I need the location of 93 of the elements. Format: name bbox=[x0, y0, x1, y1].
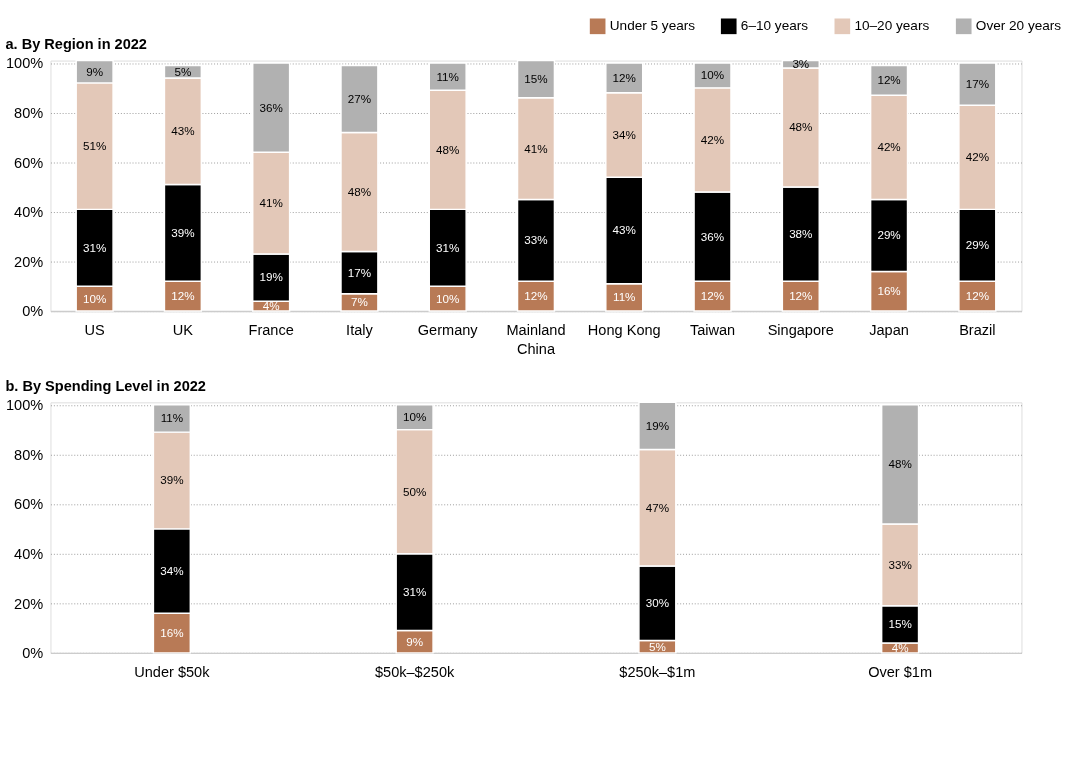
data-label: 36% bbox=[259, 100, 283, 114]
data-label: 27% bbox=[347, 91, 372, 105]
data-label: 10% bbox=[700, 68, 725, 82]
data-label: 5% bbox=[648, 639, 666, 653]
data-label: 48% bbox=[436, 142, 460, 156]
y-tick-label: 20% bbox=[14, 253, 44, 270]
data-label: 34% bbox=[160, 563, 184, 577]
data-label: 36% bbox=[700, 229, 725, 243]
data-label: 7% bbox=[351, 295, 368, 309]
data-label: 10% bbox=[402, 410, 427, 424]
data-label: 16% bbox=[877, 284, 901, 298]
data-label: 48% bbox=[888, 457, 912, 471]
data-label: 29% bbox=[965, 238, 989, 252]
data-label: 50% bbox=[402, 484, 427, 498]
data-label: 19% bbox=[259, 270, 283, 284]
y-tick-label: 60% bbox=[14, 496, 44, 513]
x-tick-label: US bbox=[84, 321, 106, 338]
data-label: 43% bbox=[612, 223, 636, 237]
x-tick-label: Germany bbox=[417, 321, 479, 338]
x-tick-label: Japan bbox=[869, 321, 909, 338]
chart-title: b. By Spending Level in 2022 bbox=[5, 378, 206, 395]
data-label: 17% bbox=[347, 265, 372, 279]
legend-label: Over 20 years bbox=[975, 18, 1062, 34]
x-tick-label: Taiwan bbox=[689, 321, 736, 338]
legend-label: 10–20 years bbox=[854, 18, 930, 34]
data-label: 29% bbox=[877, 228, 901, 242]
data-label: 12% bbox=[965, 289, 989, 303]
data-label: 12% bbox=[700, 289, 725, 303]
data-label: 30% bbox=[645, 596, 670, 610]
x-tick-label: Italy bbox=[346, 321, 374, 338]
x-tick-label: Under $50k bbox=[134, 663, 211, 680]
data-label: 33% bbox=[524, 233, 548, 247]
data-label: 10% bbox=[82, 291, 107, 305]
data-label: 9% bbox=[406, 634, 424, 648]
data-label: 42% bbox=[877, 140, 901, 154]
data-label: 34% bbox=[612, 127, 636, 141]
data-label: 12% bbox=[612, 70, 636, 84]
data-label: 48% bbox=[347, 184, 372, 198]
y-tick-label: 40% bbox=[14, 546, 44, 562]
data-label: 12% bbox=[877, 73, 901, 87]
data-label: 11% bbox=[436, 69, 459, 83]
y-tick-label: 80% bbox=[14, 446, 44, 463]
legend-label: 6–10 years bbox=[740, 18, 809, 34]
data-label: 39% bbox=[160, 473, 184, 487]
data-label: 38% bbox=[789, 227, 813, 241]
chart-title: a. By Region in 2022 bbox=[5, 36, 147, 53]
x-tick-label: Over $1m bbox=[868, 663, 933, 680]
data-label: 12% bbox=[789, 289, 813, 303]
legend-label: Under 5 years bbox=[609, 18, 696, 34]
data-label: 47% bbox=[645, 500, 670, 514]
data-label: 3% bbox=[792, 57, 810, 71]
data-label: 48% bbox=[789, 120, 813, 134]
data-label: 4% bbox=[891, 640, 909, 654]
x-tick-label: UK bbox=[172, 321, 194, 338]
data-label: 17% bbox=[965, 77, 989, 91]
y-tick-label: 60% bbox=[14, 154, 44, 171]
data-label: 39% bbox=[171, 225, 195, 239]
data-label: 4% bbox=[262, 299, 280, 313]
data-label: 33% bbox=[888, 557, 912, 571]
data-label: 10% bbox=[436, 291, 460, 305]
data-label: 41% bbox=[524, 141, 548, 155]
y-tick-label: 80% bbox=[14, 105, 44, 121]
data-label: 31% bbox=[82, 240, 107, 254]
data-label: 15% bbox=[524, 72, 548, 86]
x-tick-label: Hong Kong bbox=[587, 321, 661, 338]
y-tick-label: 0% bbox=[22, 303, 44, 320]
x-tick-label: Brazil bbox=[959, 321, 996, 338]
data-label: 5% bbox=[174, 64, 192, 78]
data-label: 11% bbox=[160, 411, 184, 425]
x-tick-label: Mainland China bbox=[506, 321, 566, 358]
data-label: 51% bbox=[82, 139, 107, 153]
data-label: 42% bbox=[700, 132, 725, 146]
data-label: 31% bbox=[436, 240, 460, 254]
y-tick-label: 100% bbox=[5, 55, 44, 72]
y-tick-label: 0% bbox=[22, 645, 44, 662]
data-label: 12% bbox=[524, 289, 548, 303]
y-tick-label: 20% bbox=[14, 595, 44, 612]
y-tick-label: 40% bbox=[14, 204, 44, 221]
data-label: 19% bbox=[645, 418, 670, 432]
data-label: 31% bbox=[402, 584, 427, 598]
data-label: 11% bbox=[613, 290, 636, 304]
data-label: 16% bbox=[160, 625, 184, 639]
data-label: 41% bbox=[259, 196, 283, 210]
data-label: 43% bbox=[171, 124, 195, 138]
x-tick-label: France bbox=[248, 321, 294, 338]
data-label: 15% bbox=[888, 617, 912, 631]
data-label: 9% bbox=[86, 64, 104, 78]
x-tick-label: $250k–$1m bbox=[619, 663, 696, 680]
data-label: 12% bbox=[171, 289, 195, 303]
x-tick-label: Singapore bbox=[767, 321, 834, 338]
y-tick-label: 100% bbox=[5, 397, 44, 414]
x-tick-label: $50k–$250k bbox=[374, 663, 455, 680]
data-label: 42% bbox=[965, 150, 989, 164]
